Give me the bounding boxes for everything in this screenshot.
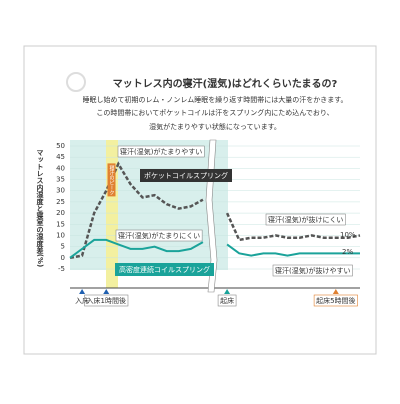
subtitle: この時間帯においてポケットコイルは汗をスプリング内にため込んでおり、 (96, 108, 333, 117)
annotation-box (117, 145, 205, 158)
y-tick-label: 25 (56, 198, 65, 206)
annotation: 2% (342, 248, 353, 256)
x-marker (103, 289, 110, 294)
series-line (69, 238, 360, 259)
sleep-band (70, 140, 228, 270)
y-tick-label: 10 (56, 231, 65, 239)
x-label-box (313, 294, 358, 307)
x-marker (224, 289, 231, 294)
annotation-box (272, 264, 353, 277)
y-title: マットレス内湿度と寝室の湿度差(%) (36, 149, 45, 267)
annotation: 寝汗(湿気)が抜けにくい (268, 215, 343, 224)
x-marker (79, 289, 86, 294)
subtitle: 睡眠し始めて初期のレム・ノンレム睡眠を繰り返す時間帯には大量の汗をかきます。 (82, 95, 347, 104)
series-line (69, 161, 361, 260)
y-tick-label: -5 (58, 265, 65, 273)
chart-title: マットレス内の寝汗(湿気)はどれくらいたまるの? (113, 77, 338, 90)
y-tick-label: 50 (56, 142, 65, 150)
x-tick-label: 起床 (220, 296, 234, 305)
annotation: 寝汗(湿気)が抜けやすい (275, 266, 350, 275)
annotation: 10% (340, 231, 356, 239)
annotation: 寝汗(湿気)がたまりやすい (120, 147, 202, 156)
annotation: 寝汗(湿気)がたまりにくい (118, 231, 200, 240)
x-label-box (217, 294, 237, 307)
legend-label: ポケットコイルスプリング (144, 171, 228, 180)
annotation-box (115, 229, 203, 242)
y-tick-label: 40 (56, 164, 65, 172)
y-tick-label: 0 (61, 254, 65, 262)
y-tick-label: 15 (56, 220, 65, 228)
y-tick-label: 30 (56, 187, 65, 195)
subtitle: 湿気がたまりやすい状態になっています。 (149, 122, 281, 131)
y-tick-label: 20 (56, 209, 65, 217)
annotation-box (265, 213, 346, 226)
y-tick-label: 45 (56, 153, 65, 161)
legend-box (115, 263, 214, 276)
x-marker (332, 289, 339, 294)
legend-box (140, 169, 232, 182)
x-tick-label: 入床1時間後 (87, 296, 126, 305)
y-tick-label: 5 (61, 243, 65, 251)
peak-box (107, 163, 116, 197)
icon (66, 72, 86, 92)
x-label-box (84, 294, 129, 307)
annotation: 寝汗のピーク (109, 164, 115, 195)
x-tick-label: 入床 (75, 296, 89, 305)
y-tick-label: 35 (56, 176, 65, 184)
legend-label: 高密度連続コイルスプリング (119, 265, 210, 274)
x-tick-label: 起床5時間後 (316, 296, 355, 305)
